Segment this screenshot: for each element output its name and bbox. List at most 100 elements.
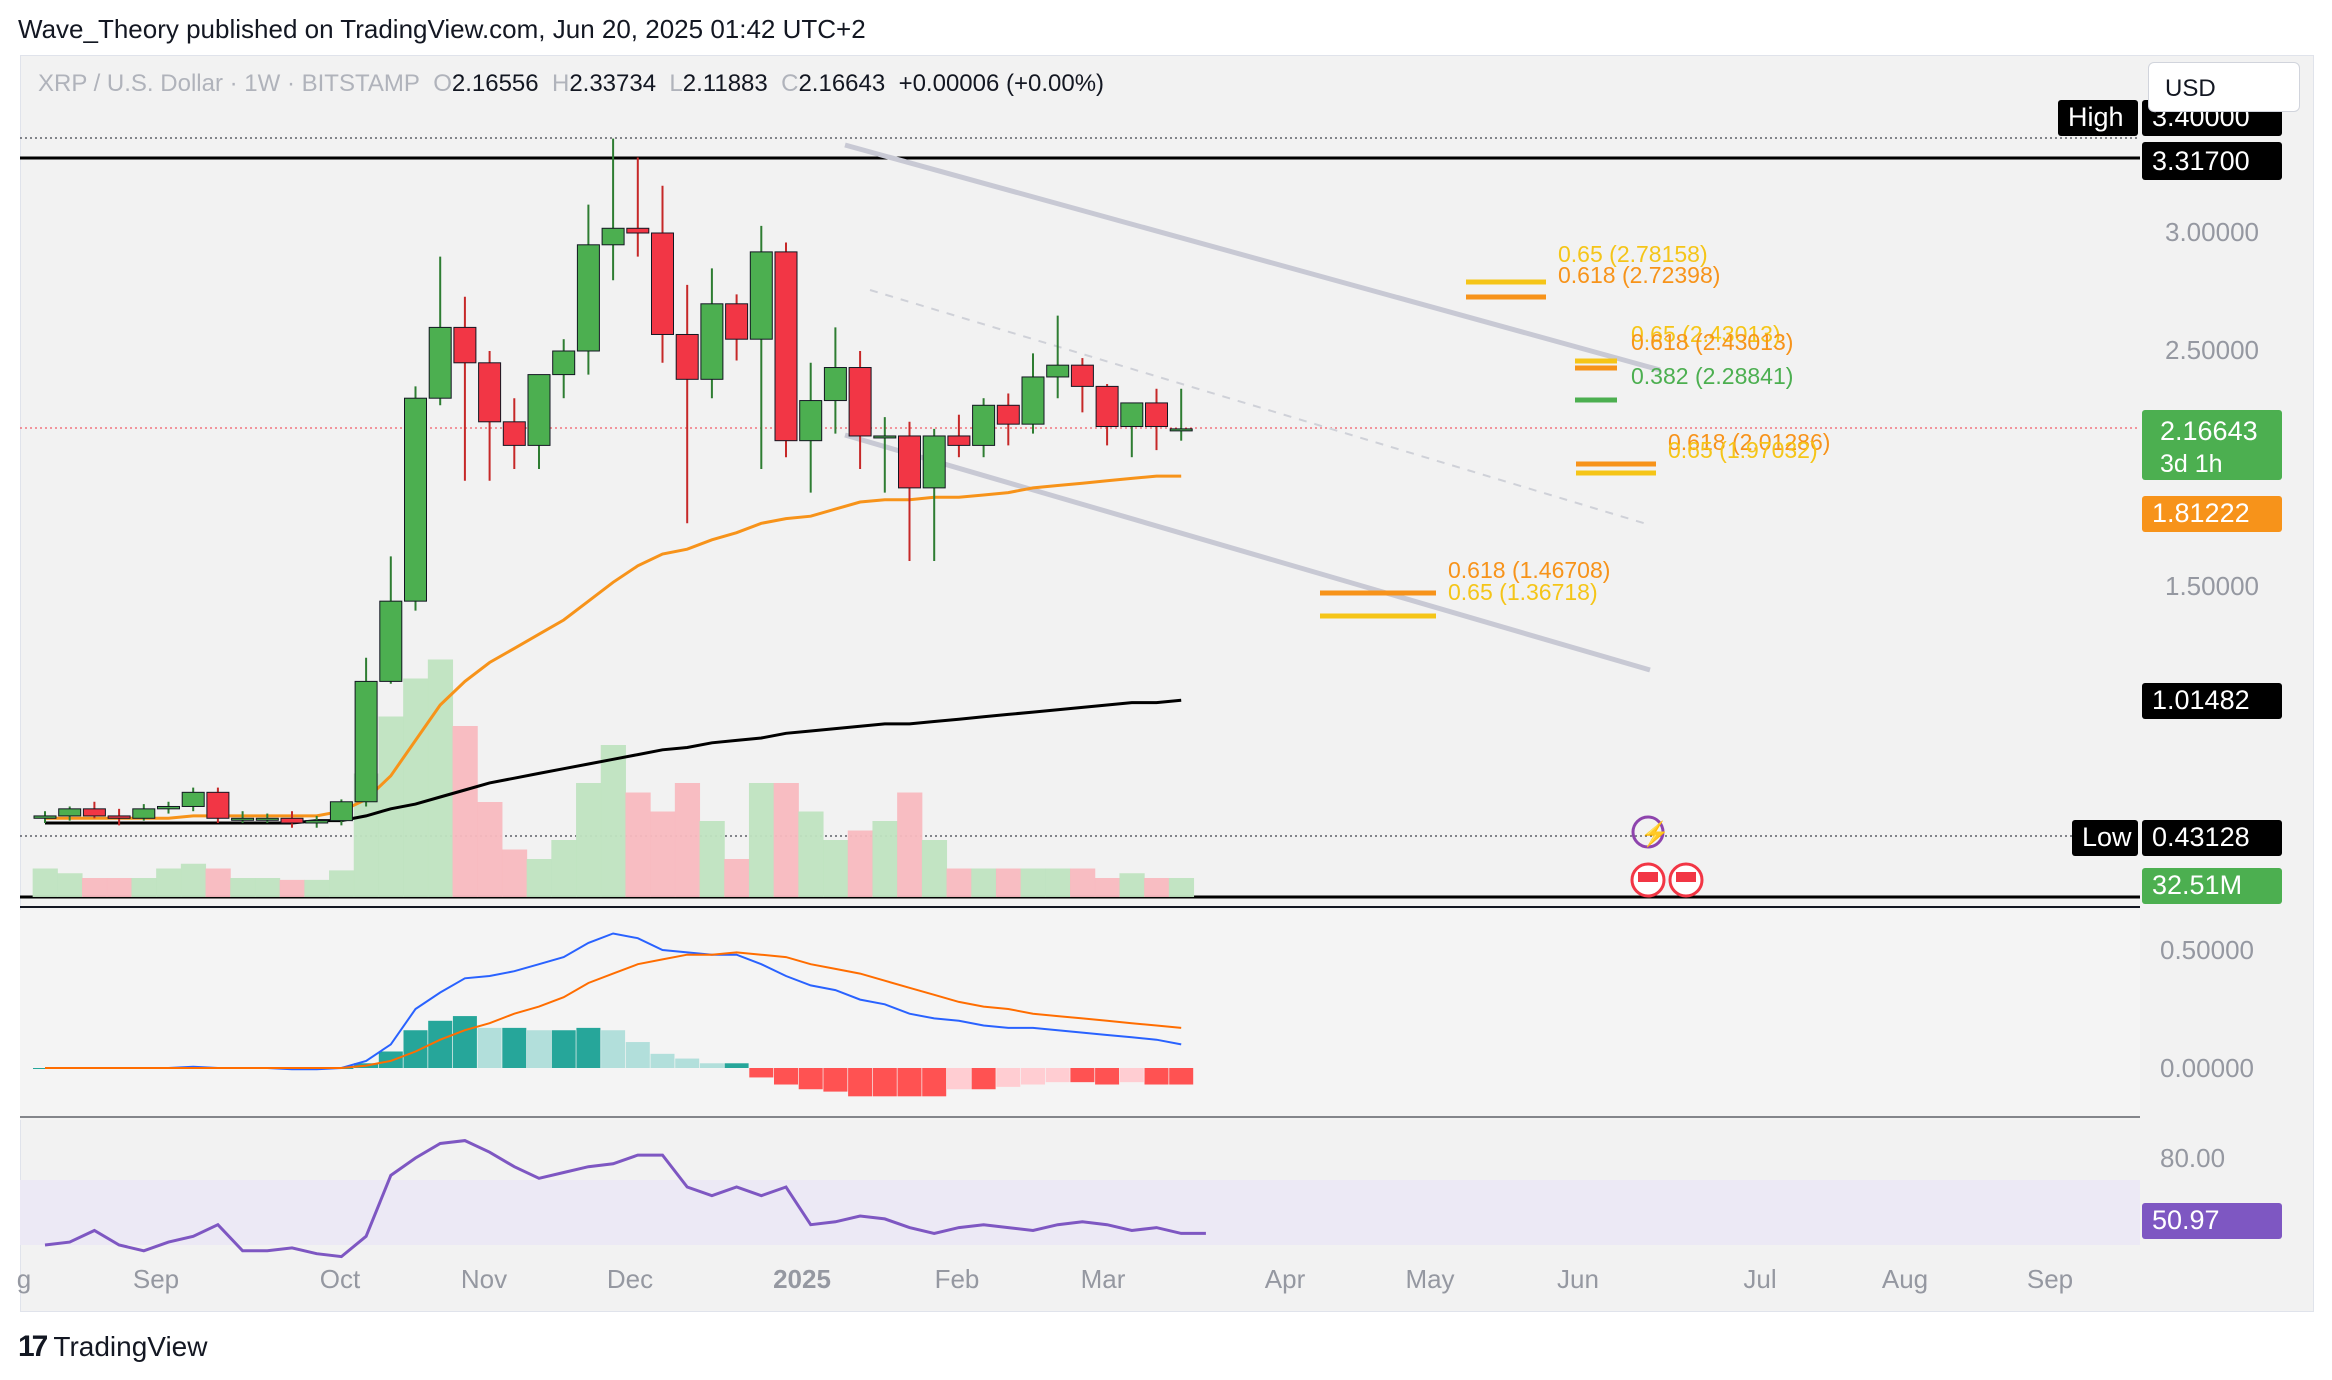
candle-body <box>552 350 576 376</box>
macd-histogram-bar <box>1169 1068 1194 1085</box>
channel-lower-line <box>844 432 1651 673</box>
volume-tag: 32.51M <box>2152 870 2242 900</box>
fib-level-label: 0.618 (2.43013) <box>1631 329 1793 355</box>
fib-level-label: 0.65 (2.78158) <box>1558 241 1708 267</box>
volume-bar <box>82 878 108 897</box>
volume-bar <box>699 821 725 897</box>
time-axis-label: 2025 <box>773 1264 831 1294</box>
volume-bar <box>279 879 305 897</box>
rsi-axis-tick: 80.00 <box>2160 1143 2225 1173</box>
channel-mid-line <box>869 289 1651 526</box>
candle-body <box>255 817 279 821</box>
volume-bar <box>674 783 701 897</box>
candle-body <box>1021 376 1045 425</box>
legend-symbol[interactable]: XRP / U.S. Dollar · 1W · BITSTAMP <box>38 70 420 97</box>
volume-bar <box>773 783 799 897</box>
symbol-legend: XRP / U.S. Dollar · 1W · BITSTAMP O2.165… <box>38 70 1104 98</box>
macd-histogram-bar <box>996 1068 1021 1087</box>
volume-bar <box>57 873 83 897</box>
macd-histogram-bar <box>971 1068 996 1090</box>
legend-c-label: C <box>781 70 799 97</box>
tradingview-logo[interactable]: 17 TradingView <box>18 1330 207 1364</box>
ath-price-tag: 3.31700 <box>2152 146 2250 176</box>
rsi-line <box>44 1139 1206 1259</box>
legend-change: +0.00006 (+0.00%) <box>898 70 1105 97</box>
candle-body <box>280 817 304 824</box>
volume-bar <box>995 868 1022 897</box>
low-label-tag: Low <box>2082 822 2132 852</box>
volume-bar <box>1045 868 1071 897</box>
time-axis-label: May <box>1405 1264 1454 1294</box>
macd-axis-tick: 0.50000 <box>2160 935 2254 965</box>
price-axis-bg <box>2140 56 2312 1309</box>
candle-body <box>107 815 131 819</box>
time-axis-label: Jul <box>1743 1264 1776 1294</box>
fib-level-label: 0.618 (2.72398) <box>1558 262 1720 288</box>
time-axis-label: Mar <box>1081 1264 1126 1294</box>
candle-body <box>379 600 403 682</box>
volume-bar <box>1168 878 1195 897</box>
fib-level-label: 0.618 (2.01286) <box>1668 429 1830 455</box>
low-label-tag-bg <box>2072 820 2138 856</box>
fib-level-label: 0.618 (1.46708) <box>1448 557 1610 583</box>
candle-body <box>82 808 106 817</box>
candle-body <box>354 680 378 803</box>
candle-body <box>700 303 724 380</box>
candle-body <box>1070 364 1094 387</box>
macd-histogram-bar <box>452 1016 477 1068</box>
candle-body <box>576 244 600 352</box>
volume-bar <box>847 830 873 897</box>
fib-level-label: 0.382 (2.28841) <box>1631 363 1793 389</box>
volume-bar <box>1094 878 1120 897</box>
candle-body <box>1145 402 1168 428</box>
macd-axis-tick: 0.00000 <box>2160 1053 2254 1083</box>
ema-200-price-tag: 1.01482 <box>2152 685 2250 715</box>
candle-body <box>799 400 823 442</box>
volume-bar <box>823 840 849 897</box>
countdown-tag: 3d 1h <box>2160 450 2223 478</box>
macd-histogram-bar <box>378 1051 403 1068</box>
ema-50-line <box>45 474 1182 820</box>
macd-histogram-bar <box>551 1030 576 1068</box>
macd-histogram-bar <box>502 1027 527 1068</box>
volume-bar <box>1020 868 1046 897</box>
candle-body <box>749 251 773 340</box>
price-axis-tick: 1.50000 <box>2165 571 2259 601</box>
candle-body <box>502 421 526 446</box>
candle-body <box>626 227 650 234</box>
candle-body <box>453 326 477 364</box>
currency-button[interactable]: USD <box>2148 62 2300 112</box>
macd-histogram-bar <box>798 1068 823 1090</box>
volume-bar <box>1070 868 1096 897</box>
volume-bar <box>872 821 898 897</box>
volume-bar <box>921 840 948 897</box>
volume-bar <box>650 811 676 897</box>
macd-histogram-bar <box>749 1068 774 1078</box>
us-flag-stripes <box>1638 872 1658 882</box>
fib-level-label: 0.65 (1.97032) <box>1668 437 1818 463</box>
volume-bar <box>427 659 454 897</box>
candle-body <box>329 801 353 822</box>
candle-body <box>675 333 699 380</box>
volume-bar <box>526 859 552 897</box>
volume-bar <box>329 870 355 897</box>
ema-50-price-tag-bg <box>2142 496 2282 532</box>
macd-histogram-bar <box>601 1030 626 1068</box>
rsi-value-tag: 50.97 <box>2152 1205 2220 1235</box>
macd-histogram-bar <box>1095 1068 1120 1085</box>
macd-histogram-bar <box>1045 1068 1070 1083</box>
time-axis-label: Aug <box>1882 1264 1928 1294</box>
legend-o-label: O <box>433 70 452 97</box>
candle-body <box>1120 402 1144 428</box>
macd-histogram-bar <box>650 1053 675 1068</box>
us-flag-stripes <box>1676 872 1696 882</box>
price-axis-tick: 3.00000 <box>2165 217 2259 247</box>
current-price-tag-bg <box>2142 410 2282 480</box>
candle-body <box>725 303 749 340</box>
volume-bar <box>971 868 997 897</box>
macd-histogram-bar <box>1144 1068 1169 1085</box>
volume-bar <box>897 792 923 897</box>
current-price-tag: 2.16643 <box>2160 416 2258 446</box>
candle-body <box>157 805 180 810</box>
